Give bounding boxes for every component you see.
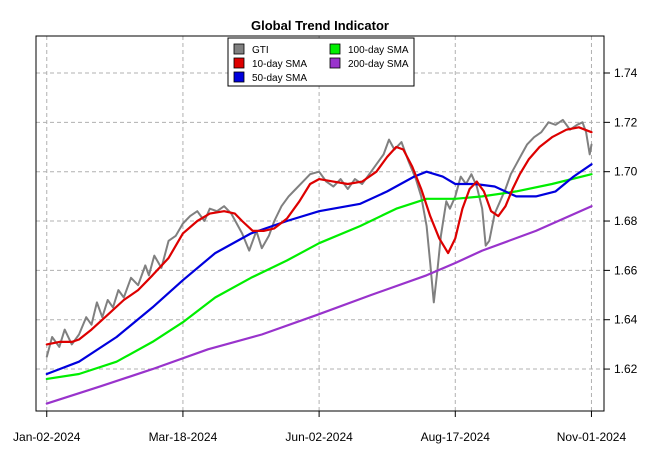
legend-swatch — [233, 57, 245, 69]
y-tick-label: 1.62 — [614, 362, 638, 376]
legend-swatch — [233, 43, 245, 55]
y-tick-label: 1.74 — [614, 66, 638, 80]
series-line-200-day-sma — [45, 205, 593, 405]
legend-label: 200-day SMA — [348, 59, 409, 70]
y-axis: 1.62 1.64 1.66 1.68 1.70 1.72 1.74 — [604, 66, 638, 376]
legend-label: 50-day SMA — [252, 73, 307, 84]
legend-swatch — [233, 71, 245, 83]
series-layer — [45, 118, 593, 405]
series-line-gti — [45, 118, 593, 358]
legend-swatch — [329, 43, 341, 55]
series-line-50-day-sma — [45, 163, 593, 376]
chart-title: Global Trend Indicator — [251, 18, 389, 33]
x-tick-label: Jan-02-2024 — [13, 430, 81, 444]
legend: GTI 10-day SMA 50-day SMA 100-day SMA 200-da… — [227, 37, 415, 87]
x-tick-label: Nov-01-2024 — [557, 430, 627, 444]
y-tick-label: 1.68 — [614, 214, 638, 228]
series-line-100-day-sma — [45, 173, 593, 380]
legend-box — [227, 37, 415, 87]
y-tick-label: 1.72 — [614, 115, 638, 129]
x-tick-label: Mar-18-2024 — [149, 430, 218, 444]
y-tick-label: 1.70 — [614, 165, 638, 179]
y-tick-label: 1.66 — [614, 263, 638, 277]
x-tick-label: Jun-02-2024 — [285, 430, 353, 444]
plot-frame — [35, 35, 605, 412]
y-tick-label: 1.64 — [614, 313, 638, 327]
x-tick-label: Aug-17-2024 — [421, 430, 491, 444]
x-axis: Jan-02-2024 Mar-18-2024 Jun-02-2024 Aug-17-… — [13, 411, 626, 444]
legend-label: GTI — [252, 45, 269, 56]
legend-swatch — [329, 57, 341, 69]
legend-label: 100-day SMA — [348, 45, 409, 56]
legend-label: 10-day SMA — [252, 59, 307, 70]
series-line-10-day-sma — [45, 126, 593, 346]
